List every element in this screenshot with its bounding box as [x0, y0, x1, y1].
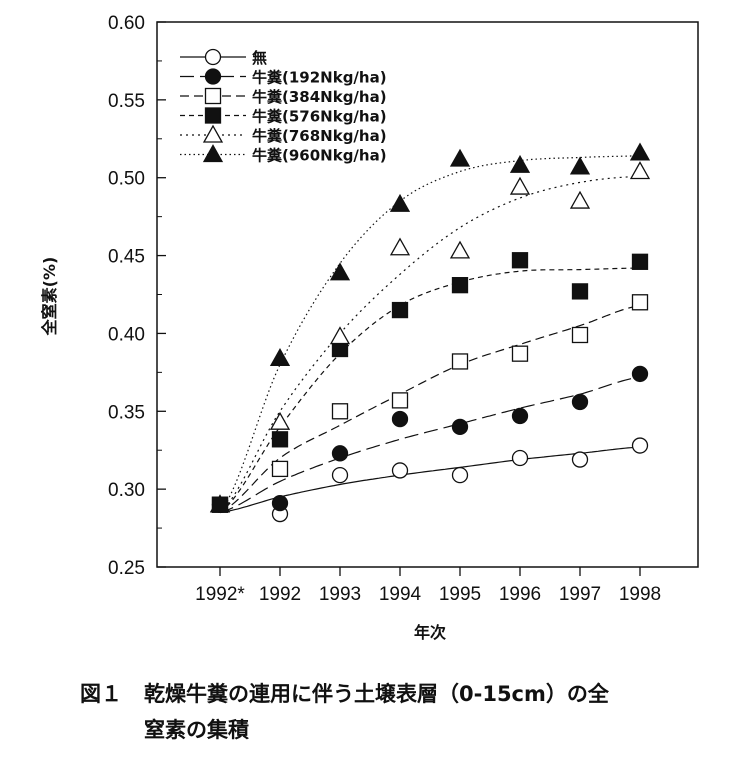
data-point-s3-4	[451, 277, 469, 294]
legend-label-4: 牛糞(768Nkg/ha)	[252, 127, 387, 145]
data-point-s4-3	[389, 237, 411, 256]
legend-marker-0	[204, 48, 222, 66]
data-point-s3-5	[511, 252, 529, 269]
caption-line-1: 図１ 乾燥牛糞の連用に伴う土壌表層（0-15cm）の全	[80, 676, 740, 712]
data-point-s4-5	[509, 176, 531, 195]
data-point-s2-2	[331, 403, 349, 420]
data-point-s5-5	[509, 154, 531, 173]
data-point-s1-6	[571, 393, 589, 411]
fit-line-2	[219, 304, 641, 514]
x-axis: 1992* 1992 1993 1994 1995 1996 1997 1998	[195, 567, 661, 605]
caption-text-1: 乾燥牛糞の連用に伴う土壌表層（0-15cm）の全	[144, 682, 609, 706]
data-point-s5-0	[209, 494, 231, 513]
data-point-s2-7	[631, 294, 649, 311]
y-tick-label: 0.50	[108, 169, 145, 190]
data-point-s0-2	[331, 466, 349, 484]
fit-line-3	[219, 267, 641, 513]
y-tick-label: 0.40	[108, 324, 145, 345]
legend-label-0: 無	[252, 49, 267, 67]
legend-label-2: 牛糞(384Nkg/ha)	[252, 88, 387, 106]
data-point-s5-3	[389, 193, 411, 212]
fit-line-1	[219, 376, 641, 514]
data-point-s0-6	[571, 451, 589, 468]
x-tick-label: 1992*	[195, 584, 245, 605]
legend-label-5: 牛糞(960Nkg/ha)	[252, 147, 387, 165]
data-point-s3-7	[631, 253, 649, 270]
legend-marker-2	[204, 87, 222, 105]
data-point-s3-1	[271, 431, 289, 448]
data-point-s3-3	[391, 301, 409, 319]
y-tick-label: 0.60	[108, 13, 145, 34]
legend-marker-5	[202, 144, 224, 163]
data-point-s1-2	[331, 445, 349, 462]
data-point-s5-2	[329, 262, 351, 281]
plot-frame	[156, 21, 699, 568]
legend-marker-4	[202, 124, 224, 143]
legend: 無牛糞(192Nkg/ha)牛糞(384Nkg/ha) 牛糞(576Nkg/ha)…	[180, 48, 387, 165]
data-point-s2-1	[271, 460, 289, 478]
data-point-s4-7	[629, 161, 651, 180]
x-tick-label: 1994	[379, 584, 422, 605]
figure-caption: 図１ 乾燥牛糞の連用に伴う土壌表層（0-15cm）の全 窒素の集積	[80, 676, 740, 748]
data-point-s5-6	[569, 156, 591, 175]
x-tick-label: 1992	[259, 584, 301, 605]
data-point-s2-6	[571, 326, 589, 344]
data-markers	[209, 142, 651, 523]
data-point-s1-5	[511, 407, 529, 425]
data-point-s5-1	[269, 348, 291, 366]
data-point-s2-3	[391, 392, 409, 409]
y-tick-label: 0.55	[108, 91, 145, 112]
x-tick-label: 1997	[559, 584, 601, 605]
data-point-s1-1	[271, 495, 289, 512]
x-axis-label: 年次	[414, 623, 446, 642]
legend-label-3: 牛糞(576Nkg/ha)	[252, 108, 387, 126]
data-point-s0-3	[391, 462, 409, 479]
x-tick-label: 1996	[499, 584, 541, 605]
y-tick-label: 0.30	[108, 480, 145, 501]
data-point-s4-4	[449, 240, 471, 259]
data-point-s0-7	[631, 437, 649, 454]
data-point-s5-7	[629, 142, 651, 161]
y-tick-label: 0.45	[108, 247, 145, 268]
chart: 0.250.300.350.400.450.500.550.60 1992* 19…	[40, 13, 699, 642]
legend-marker-1	[204, 68, 222, 85]
data-point-s1-3	[391, 410, 409, 428]
x-tick-label: 1993	[319, 584, 361, 605]
x-tick-label: 1998	[619, 584, 661, 605]
data-point-s4-1	[269, 411, 291, 430]
legend-marker-3	[204, 107, 222, 124]
y-tick-label: 0.25	[108, 558, 145, 579]
data-point-s0-4	[451, 466, 469, 484]
data-point-s4-6	[569, 190, 591, 209]
data-point-s0-5	[511, 449, 529, 467]
data-point-s1-4	[451, 418, 469, 436]
data-point-s3-6	[571, 283, 589, 300]
fit-lines	[219, 155, 641, 514]
data-point-s4-2	[329, 326, 351, 345]
legend-label-1: 牛糞(192Nkg/ha)	[252, 69, 387, 87]
y-axis-label: 全窒素(%)	[40, 257, 59, 337]
caption-line-2: 窒素の集積	[144, 718, 249, 742]
data-point-s5-4	[449, 148, 471, 167]
figure-number: 図１	[80, 682, 122, 706]
data-point-s1-7	[631, 365, 649, 383]
y-axis: 0.25 0.30 0.35 0.40 0.45 0.50 0.55 0.60	[108, 13, 166, 579]
y-tick-label: 0.35	[108, 402, 145, 423]
fit-line-0	[219, 446, 641, 514]
data-point-s2-4	[451, 353, 469, 370]
data-point-s2-5	[511, 345, 529, 362]
x-tick-label: 1995	[439, 584, 481, 605]
